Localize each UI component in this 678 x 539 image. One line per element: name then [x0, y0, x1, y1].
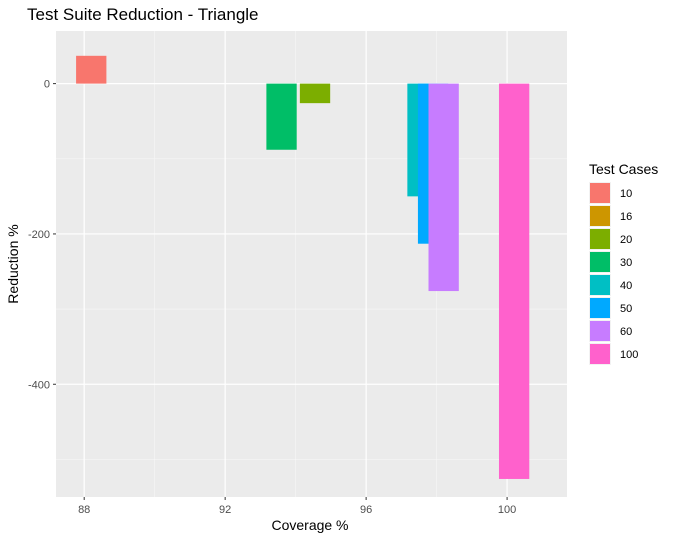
legend-title: Test Cases: [589, 161, 658, 177]
bar-100: [498, 83, 530, 479]
x-axis-title: Coverage %: [271, 517, 348, 533]
legend-key-40: [590, 275, 610, 295]
bar-10: [76, 55, 107, 84]
bars: [76, 55, 530, 479]
x-tick-label: 88: [78, 504, 90, 516]
legend-label-30: 30: [620, 257, 632, 269]
legend-label-16: 16: [620, 211, 632, 223]
x-tick-label: 92: [219, 504, 231, 516]
chart-title: Test Suite Reduction - Triangle: [27, 5, 259, 24]
legend: Test Cases 10 16 20 30 40 50 60 100: [589, 161, 658, 365]
legend-key-60: [590, 321, 610, 341]
y-axis: 0 -200 -400: [28, 79, 56, 391]
legend-label-40: 40: [620, 280, 632, 292]
x-tick-label: 96: [360, 504, 372, 516]
legend-key-20: [590, 229, 610, 249]
legend-key-10: [590, 183, 610, 203]
legend-label-20: 20: [620, 234, 632, 246]
legend-label-60: 60: [620, 326, 632, 338]
plot-panel: [56, 31, 567, 497]
y-tick-label: -200: [28, 229, 50, 241]
legend-key-16: [590, 206, 610, 226]
y-tick-label: 0: [44, 79, 50, 91]
bar-60: [428, 83, 459, 292]
legend-key-30: [590, 252, 610, 272]
y-tick-label: -400: [28, 379, 50, 391]
legend-label-100: 100: [620, 349, 638, 361]
bar-20: [299, 83, 331, 104]
x-tick-label: 100: [498, 504, 516, 516]
legend-label-50: 50: [620, 303, 632, 315]
x-axis: 88 92 96 100: [78, 497, 516, 516]
legend-key-100: [590, 344, 610, 364]
y-axis-title: Reduction %: [5, 224, 21, 303]
legend-label-10: 10: [620, 188, 632, 200]
legend-key-50: [590, 298, 610, 318]
bar-30: [266, 83, 297, 150]
